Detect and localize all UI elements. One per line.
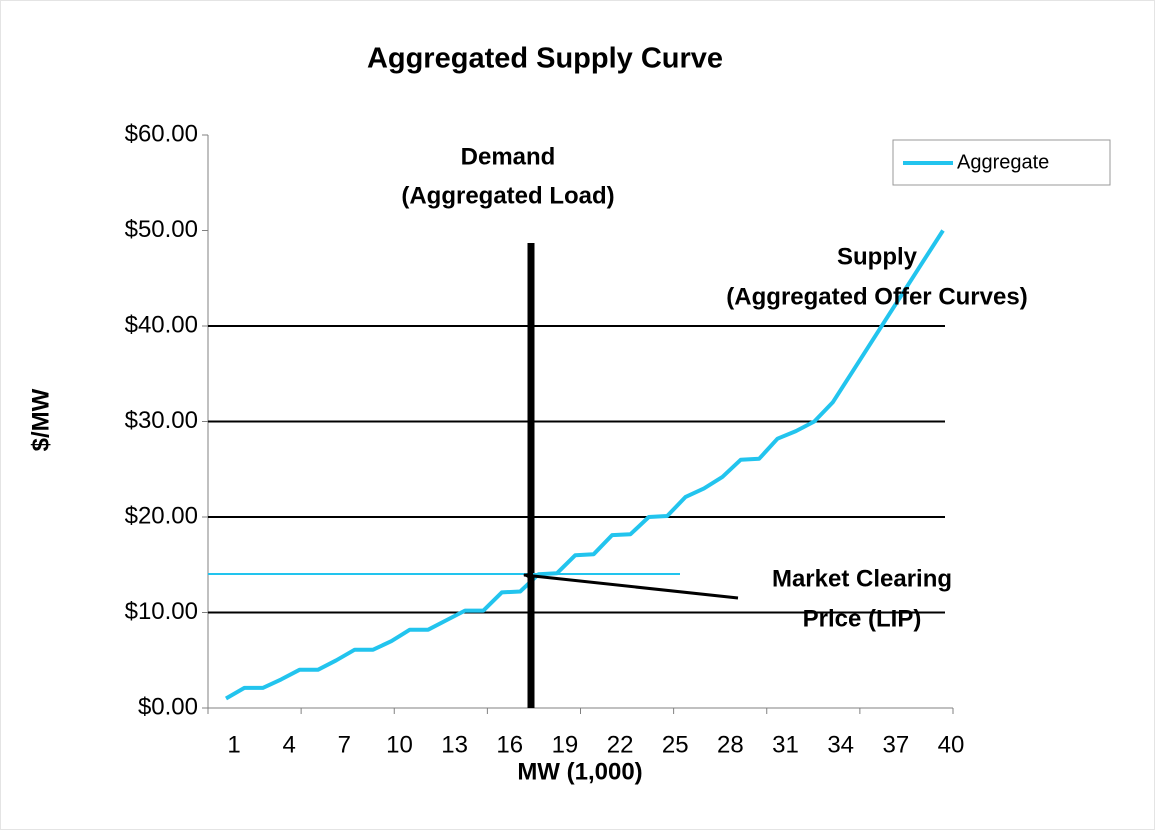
y-tick-label: $0.00 bbox=[138, 693, 198, 720]
annotation: (Aggregated Offer Curves) bbox=[726, 283, 1027, 310]
x-tick-label: 10 bbox=[386, 731, 413, 758]
x-tick-label: 22 bbox=[607, 731, 634, 758]
data-line bbox=[225, 229, 945, 701]
y-axis-label: $/MW bbox=[27, 388, 54, 451]
y-tick-label: $30.00 bbox=[125, 407, 198, 434]
x-tick-label: 1 bbox=[227, 731, 240, 758]
x-tick-label: 4 bbox=[282, 731, 295, 758]
x-tick-label: 31 bbox=[772, 731, 799, 758]
y-tick-label: $20.00 bbox=[125, 502, 198, 529]
x-tick-label: 25 bbox=[662, 731, 689, 758]
annotation: (Aggregated Load) bbox=[401, 182, 614, 209]
legend-label: Aggregate bbox=[957, 151, 1049, 173]
x-tick-label: 16 bbox=[496, 731, 523, 758]
y-tick-label: $60.00 bbox=[125, 120, 198, 147]
x-tick-label: 37 bbox=[882, 731, 909, 758]
y-tick-label: $50.00 bbox=[125, 216, 198, 243]
annotation: Supply bbox=[837, 243, 918, 270]
x-axis-label: MW (1,000) bbox=[517, 758, 642, 785]
chart-title: Aggregated Supply Curve bbox=[367, 43, 723, 75]
y-tick-label: $10.00 bbox=[125, 598, 198, 625]
x-tick-label: 13 bbox=[441, 731, 468, 758]
annotation: Price (LIP) bbox=[803, 605, 922, 632]
arrow bbox=[523, 570, 739, 600]
x-tick-label: 19 bbox=[552, 731, 579, 758]
x-tick-label: 40 bbox=[938, 731, 965, 758]
y-tick-label: $40.00 bbox=[125, 311, 198, 338]
annotation: Demand bbox=[461, 143, 556, 170]
x-tick-label: 7 bbox=[338, 731, 351, 758]
annotation: Market Clearing bbox=[772, 565, 952, 592]
x-tick-label: 28 bbox=[717, 731, 744, 758]
plot-area: $0.00 $10.00 $20.00 $30.00 $40.00 $50.00 $60.0… bbox=[125, 120, 965, 758]
x-tick-label: 34 bbox=[827, 731, 854, 758]
